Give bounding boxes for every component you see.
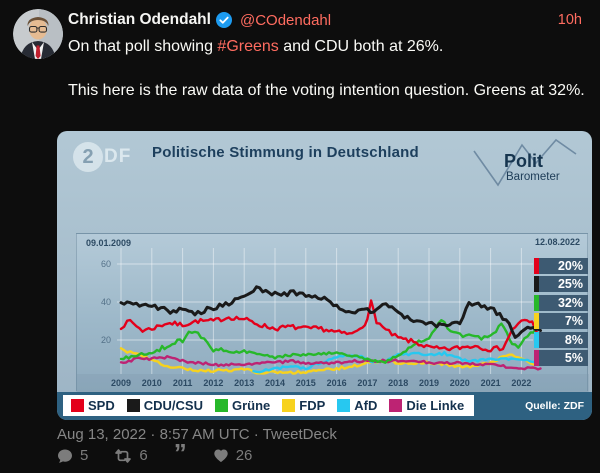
text1-pre: On that poll showing xyxy=(68,38,218,55)
svg-text:2019: 2019 xyxy=(419,378,439,388)
legend-label: Die Linke xyxy=(406,398,465,413)
author-name[interactable]: Christian Odendahl xyxy=(68,11,211,28)
poll-chart-svg: 2009 2010 2011 2012 2013 2014 2015 2016 2017 2018… xyxy=(77,248,589,393)
tweet-header: Christian Odendahl @COdendahl 10h xyxy=(68,11,582,29)
retweet-icon xyxy=(115,448,132,463)
svg-text:2015: 2015 xyxy=(296,378,316,388)
plot-panel: 09.01.2009 12.08.2022 2009 2010 2011 2012 20… xyxy=(76,233,589,393)
svg-text:40: 40 xyxy=(101,297,111,307)
tweet-text-paragraph-1: On that poll showing #Greens and CDU bot… xyxy=(68,36,594,58)
reply-icon xyxy=(58,449,72,463)
svg-text:60: 60 xyxy=(101,259,111,269)
tweet-text-paragraph-2: This here is the raw data of the voting … xyxy=(68,82,585,99)
retweet-count: 6 xyxy=(139,447,148,464)
legend-item: Grüne xyxy=(214,398,271,413)
avatar[interactable] xyxy=(13,9,63,59)
heart-icon xyxy=(213,449,228,462)
legend-item: FDP xyxy=(282,398,325,413)
chart-source: Quelle: ZDF xyxy=(525,400,584,412)
like-stat[interactable]: 26 xyxy=(213,447,253,464)
svg-text:2012: 2012 xyxy=(203,378,223,388)
svg-text:2009: 2009 xyxy=(111,378,131,388)
svg-text:2022: 2022 xyxy=(511,378,531,388)
svg-text:2013: 2013 xyxy=(234,378,254,388)
legend-item: SPD xyxy=(71,398,115,413)
legend-item: Die Linke xyxy=(389,398,464,413)
tweet-time[interactable]: 10h xyxy=(557,12,582,28)
svg-text:2018: 2018 xyxy=(388,378,408,388)
tweet-stats: 5 6 ” 26 xyxy=(57,437,253,468)
legend-swatch xyxy=(282,399,296,412)
quote-stat[interactable]: ” xyxy=(173,437,187,468)
value-badge-die-linke: 5% xyxy=(534,349,588,366)
like-count: 26 xyxy=(235,447,253,464)
value-badge-spd: 20% xyxy=(534,258,588,274)
zdf-letters: DF xyxy=(104,146,132,167)
value-badge-afd: 8% xyxy=(534,331,588,348)
text1-post: and CDU both at 26%. xyxy=(278,38,444,55)
axis-date-end: 12.08.2022 xyxy=(534,237,580,247)
logo-line1: Polit xyxy=(504,151,543,171)
retweet-stat[interactable]: 6 xyxy=(114,447,148,464)
chart-legend: SPD CDU/CSU Grüne FDP AfD Die Linke xyxy=(63,395,475,416)
legend-label: FDP xyxy=(299,398,326,413)
svg-text:2014: 2014 xyxy=(265,378,285,388)
value-badge-gr-ne: 32% xyxy=(534,294,588,311)
hashtag-link[interactable]: #Greens xyxy=(217,38,279,55)
legend-item: AfD xyxy=(337,398,377,413)
author-handle[interactable]: @COdendahl xyxy=(239,11,332,29)
legend-label: Grüne xyxy=(231,398,271,413)
avatar-portrait xyxy=(13,9,63,59)
chart-image-attachment[interactable]: 2 DF Politische Stimmung in Deutschland … xyxy=(57,131,592,420)
chart-title: Politische Stimmung in Deutschland xyxy=(152,144,419,161)
reply-count: 5 xyxy=(80,447,89,464)
legend-swatch xyxy=(389,399,403,412)
quote-icon: ” xyxy=(173,437,187,468)
value-badges: 20% 25% 32% 7% 8% 5% xyxy=(534,258,588,368)
zdf-logo: 2 DF xyxy=(73,142,131,172)
legend-swatch xyxy=(71,399,84,412)
svg-text:20: 20 xyxy=(101,335,111,345)
svg-text:2010: 2010 xyxy=(142,378,162,388)
legend-swatch xyxy=(214,399,228,412)
value-badge-cdu-csu: 25% xyxy=(534,276,588,293)
politbarometer-logo: Polit Barometer xyxy=(473,138,577,187)
logo-line2: Barometer xyxy=(506,171,560,183)
legend-swatch xyxy=(337,399,351,412)
svg-text:2020: 2020 xyxy=(450,378,470,388)
legend-item: CDU/CSU xyxy=(126,398,203,413)
tweet-date: Aug 13, 2022 · 8:57 AM UTC · TweetDeck xyxy=(57,426,337,443)
legend-label: SPD xyxy=(88,398,115,413)
svg-text:2021: 2021 xyxy=(481,378,501,388)
legend-label: AfD xyxy=(354,398,378,413)
reply-stat[interactable]: 5 xyxy=(57,447,88,464)
axis-date-start: 09.01.2009 xyxy=(86,238,132,248)
legend-label: CDU/CSU xyxy=(143,398,203,413)
svg-text:2017: 2017 xyxy=(357,378,377,388)
legend-swatch xyxy=(126,399,140,412)
chart-header: 2 DF Politische Stimmung in Deutschland … xyxy=(57,131,592,233)
svg-text:2011: 2011 xyxy=(173,378,193,388)
verified-badge-icon xyxy=(215,12,232,28)
value-badge-fdp: 7% xyxy=(534,313,588,330)
zdf-circle-icon: 2 xyxy=(73,142,103,172)
chart-footer-strip: SPD CDU/CSU Grüne FDP AfD Die Linke Quelle: Z… xyxy=(57,392,592,420)
svg-text:2016: 2016 xyxy=(327,378,347,388)
